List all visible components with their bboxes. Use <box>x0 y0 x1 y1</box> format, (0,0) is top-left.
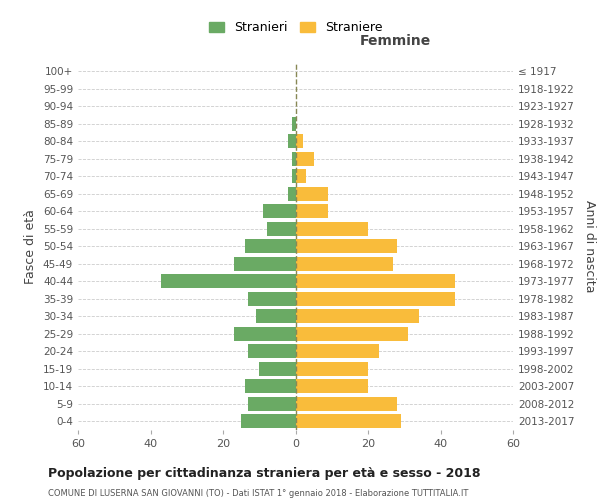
Bar <box>296 170 307 183</box>
Bar <box>248 292 296 306</box>
Bar <box>296 380 368 393</box>
Bar <box>296 187 328 200</box>
Bar <box>245 380 296 393</box>
Bar <box>296 397 397 410</box>
Y-axis label: Anni di nascita: Anni di nascita <box>583 200 596 292</box>
Y-axis label: Fasce di età: Fasce di età <box>25 209 37 284</box>
Bar <box>292 152 296 166</box>
Bar <box>234 327 296 340</box>
Bar <box>296 344 379 358</box>
Bar <box>263 204 296 218</box>
Text: Popolazione per cittadinanza straniera per età e sesso - 2018: Popolazione per cittadinanza straniera p… <box>48 468 481 480</box>
Bar <box>296 327 408 340</box>
Bar <box>296 240 397 253</box>
Bar <box>266 222 296 235</box>
Bar <box>288 187 296 200</box>
Bar <box>296 414 401 428</box>
Bar <box>296 222 368 235</box>
Bar <box>248 397 296 410</box>
Bar <box>296 362 368 376</box>
Bar <box>241 414 296 428</box>
Bar <box>292 117 296 130</box>
Text: COMUNE DI LUSERNA SAN GIOVANNI (TO) - Dati ISTAT 1° gennaio 2018 - Elaborazione : COMUNE DI LUSERNA SAN GIOVANNI (TO) - Da… <box>48 489 469 498</box>
Bar <box>296 257 394 270</box>
Bar <box>292 170 296 183</box>
Bar <box>288 134 296 148</box>
Bar <box>296 274 455 288</box>
Bar <box>296 204 328 218</box>
Bar <box>296 152 314 166</box>
Bar <box>259 362 296 376</box>
Bar <box>245 240 296 253</box>
Text: Femmine: Femmine <box>360 34 431 48</box>
Bar <box>296 292 455 306</box>
Bar <box>256 310 296 323</box>
Legend: Stranieri, Straniere: Stranieri, Straniere <box>205 18 386 38</box>
Bar <box>234 257 296 270</box>
Bar <box>248 344 296 358</box>
Bar <box>296 310 419 323</box>
Bar <box>296 134 303 148</box>
Bar <box>161 274 296 288</box>
